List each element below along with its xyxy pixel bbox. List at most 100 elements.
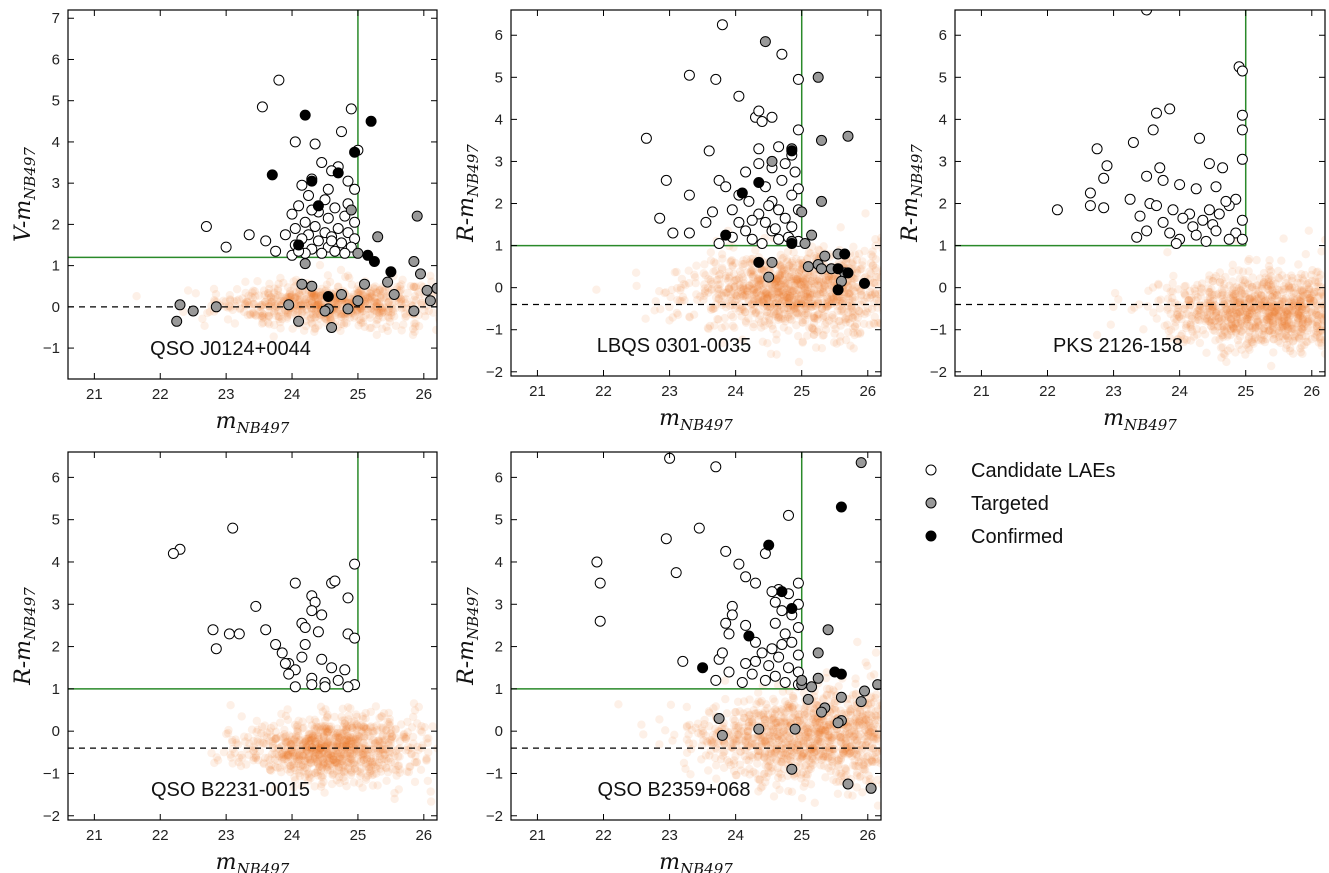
density-cell — [666, 292, 675, 302]
density-cell — [276, 732, 285, 741]
density-cell — [835, 301, 845, 311]
density-cell — [306, 774, 315, 783]
density-cell — [338, 762, 348, 772]
density-cell — [829, 294, 838, 303]
density-cell — [260, 290, 269, 299]
density-cell — [845, 298, 854, 307]
density-cell — [821, 275, 831, 284]
density-cell — [672, 308, 682, 318]
confirmed-point — [312, 200, 324, 212]
density-cell — [748, 753, 757, 762]
density-cell — [213, 756, 223, 765]
density-cell — [253, 725, 262, 734]
density-cell — [273, 286, 283, 295]
density-cell — [1244, 256, 1253, 266]
confirmed-point — [753, 177, 765, 188]
density-cell — [890, 724, 898, 732]
candidate-point — [303, 190, 314, 201]
density-cell — [776, 261, 785, 270]
density-cell — [380, 745, 390, 754]
density-cell — [357, 769, 366, 778]
density-cell — [778, 314, 787, 323]
density-cell — [282, 751, 291, 760]
candidate-point — [316, 653, 328, 665]
y-tick-label: 4 — [495, 111, 503, 128]
density-cell — [381, 750, 390, 759]
density-cell — [793, 309, 802, 318]
density-cell — [413, 719, 422, 728]
density-cell — [774, 274, 784, 283]
density-cell — [1227, 320, 1237, 329]
density-cell — [788, 738, 797, 747]
density-cell — [1304, 283, 1314, 292]
density-cell — [795, 260, 805, 269]
density-cell — [776, 250, 785, 259]
density-cell — [270, 735, 280, 744]
density-cell — [817, 725, 826, 734]
density-cell — [1246, 295, 1255, 305]
density-cell — [808, 324, 817, 333]
density-cell — [756, 274, 765, 284]
density-cell — [817, 755, 826, 765]
density-cell — [851, 283, 860, 292]
density-cell — [797, 752, 807, 762]
density-cell — [384, 747, 393, 756]
density-cell — [775, 742, 784, 751]
density-cell — [1321, 310, 1325, 320]
density-cell — [1282, 331, 1291, 341]
density-cell — [768, 283, 777, 292]
density-cell — [444, 305, 452, 313]
density-cell — [716, 269, 725, 279]
density-cell — [684, 739, 694, 748]
density-cell — [395, 752, 404, 761]
density-cell — [335, 755, 344, 764]
density-cell — [699, 729, 708, 738]
density-cell — [828, 293, 838, 302]
density-cell — [779, 323, 788, 332]
density-cell — [280, 725, 289, 735]
density-cell — [249, 286, 258, 295]
density-cell — [347, 280, 356, 289]
density-cell — [253, 277, 262, 286]
density-cell — [298, 306, 307, 315]
density-cell — [727, 282, 736, 291]
density-cell — [1234, 340, 1244, 350]
density-cell — [784, 326, 793, 335]
density-cell — [1302, 305, 1311, 314]
density-cell — [887, 737, 895, 745]
density-cell — [378, 731, 388, 740]
density-cell — [345, 734, 355, 743]
density-cell — [347, 737, 356, 746]
density-cell — [335, 748, 345, 757]
density-cell — [341, 726, 350, 735]
density-cell — [779, 264, 788, 273]
density-cell — [1243, 339, 1252, 348]
density-cell — [720, 739, 729, 749]
density-cell — [775, 717, 785, 727]
density-cell — [713, 284, 722, 293]
density-cell — [1234, 305, 1244, 314]
density-cell — [300, 750, 309, 760]
density-cell — [379, 754, 389, 764]
density-cell — [1225, 305, 1235, 315]
density-cell — [339, 773, 348, 782]
density-cell — [1242, 319, 1252, 329]
density-cell — [331, 733, 340, 742]
density-cell — [850, 274, 859, 283]
density-cell — [841, 764, 851, 773]
y-tick-label: 0 — [52, 299, 60, 316]
candidate-point — [1194, 132, 1205, 144]
density-cell — [325, 749, 334, 759]
density-cell — [767, 286, 776, 296]
density-cell — [313, 309, 322, 318]
density-cell — [1296, 348, 1306, 357]
density-cell — [315, 314, 324, 323]
density-cell — [263, 728, 272, 737]
density-cell — [306, 736, 315, 745]
density-cell — [272, 299, 282, 308]
density-cell — [680, 296, 689, 305]
density-cell — [866, 774, 875, 784]
density-cell — [1276, 299, 1285, 309]
density-cell — [230, 297, 239, 306]
density-cell — [335, 734, 345, 743]
